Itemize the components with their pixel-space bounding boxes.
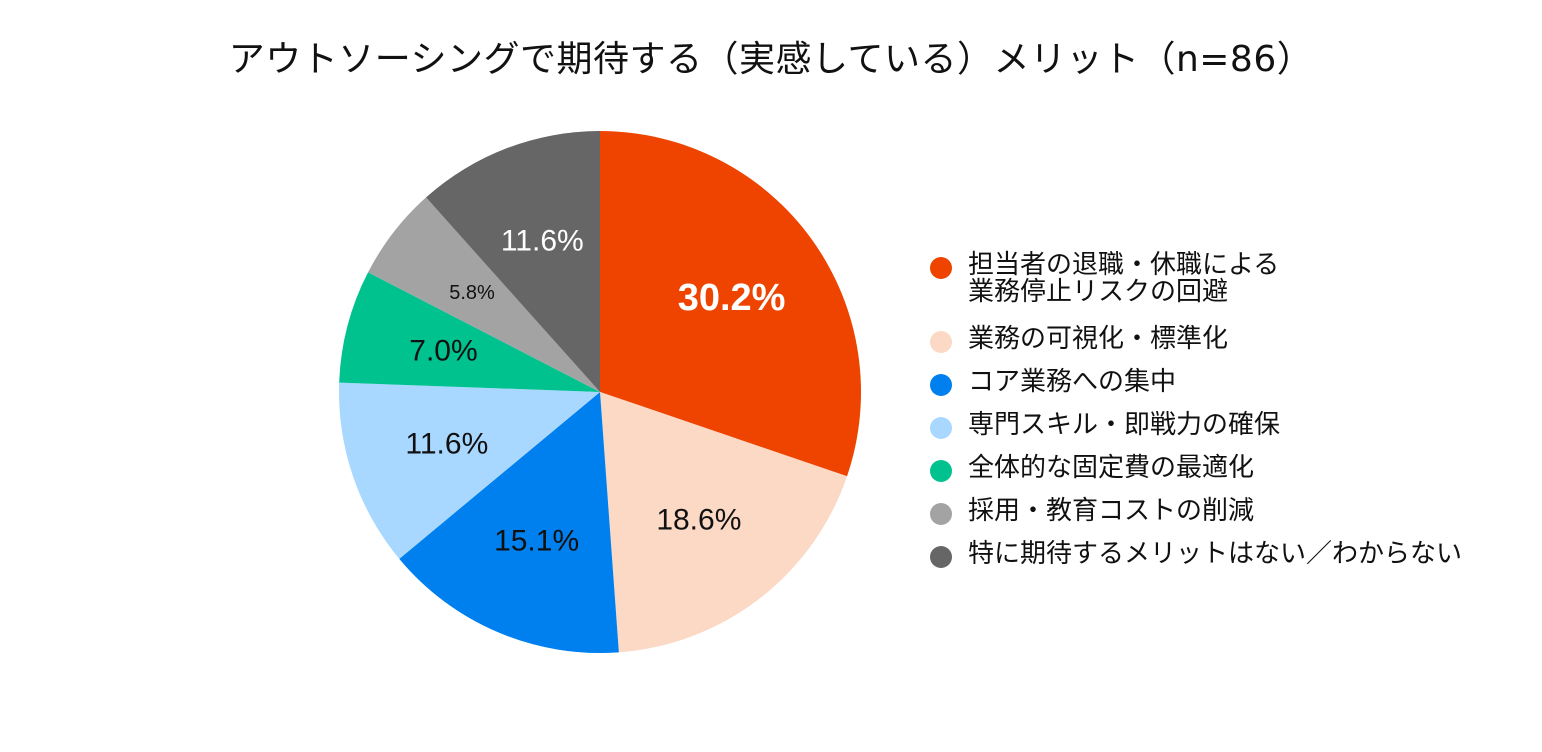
legend-label: 担当者の退職・休職による 業務停止リスクの回避 — [968, 250, 1280, 307]
legend-label: 全体的な固定費の最適化 — [968, 453, 1255, 483]
legend-label: 特に期待するメリットはない／わからない — [968, 539, 1463, 569]
pie-slice-1 — [600, 392, 848, 653]
pie-slice-label-0: 30.2% — [678, 277, 786, 319]
legend-item: 全体的な固定費の最適化 — [930, 455, 1462, 482]
pie-slice-label-4: 7.0% — [409, 334, 477, 367]
chart-legend: 担当者の退職・休職による 業務停止リスクの回避業務の可視化・標準化 コア業務への集… — [930, 252, 1462, 584]
legend-swatch — [930, 503, 952, 525]
pie-slices — [339, 131, 861, 653]
legend-item: 採用・教育コストの削減 — [930, 498, 1462, 525]
legend-swatch — [930, 546, 952, 568]
chart-title: アウトソーシングで期待する（実感している）メリット（n=86） — [228, 39, 1314, 80]
legend-label: 専門スキル・即戦力の確保 — [968, 410, 1281, 440]
legend-item: 専門スキル・即戦力の確保 — [930, 412, 1462, 439]
pie-slice-label-6: 11.6% — [501, 224, 584, 257]
legend-swatch — [930, 257, 952, 279]
legend-label: コア業務への集中 — [968, 367, 1177, 397]
pie-slice-label-5: 5.8% — [449, 282, 495, 304]
legend-item: 担当者の退職・休職による 業務停止リスクの回避 — [930, 252, 1462, 306]
pie-slice-0 — [600, 131, 861, 477]
pie-slice-4 — [339, 272, 600, 392]
legend-swatch — [930, 374, 952, 396]
pie-slice-labels: 30.2% 18.6% 15.1% 11.6% 7.0% 5.8% 11.6% — [405, 224, 785, 557]
legend-label: 業務の可視化・標準化 — [968, 324, 1229, 354]
pie-slice-label-2: 15.1% — [494, 524, 579, 557]
legend-swatch — [930, 417, 952, 439]
legend-item: コア業務への集中 — [930, 369, 1462, 396]
pie-slice-label-3: 11.6% — [405, 428, 488, 461]
legend-item: 特に期待するメリットはない／わからない — [930, 541, 1462, 568]
legend-item: 業務の可視化・標準化 — [930, 326, 1462, 353]
pie-slice-3 — [339, 382, 600, 559]
pie-slice-label-1: 18.6% — [656, 504, 741, 537]
legend-swatch — [930, 460, 952, 482]
pie-slice-2 — [399, 392, 619, 653]
legend-label: 採用・教育コストの削減 — [968, 496, 1255, 526]
legend-swatch — [930, 331, 952, 353]
pie-slice-6 — [426, 131, 600, 392]
pie-slice-5 — [368, 197, 600, 392]
